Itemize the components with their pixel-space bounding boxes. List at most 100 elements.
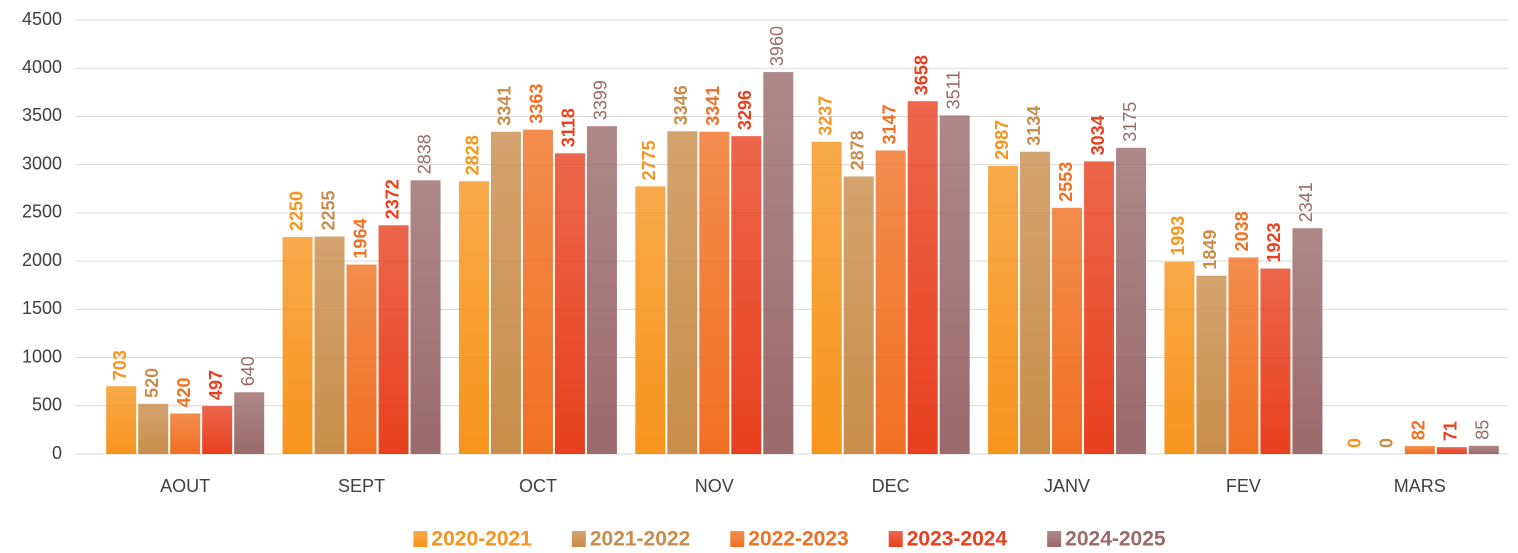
bar — [1292, 228, 1323, 454]
legend-swatch — [730, 531, 745, 547]
y-tick-label: 500 — [32, 395, 62, 415]
data-label: 3341 — [495, 86, 515, 126]
y-tick-label: 2000 — [22, 250, 62, 270]
data-label: 2838 — [414, 134, 434, 174]
data-label: 3134 — [1024, 106, 1044, 146]
y-tick-label: 1500 — [22, 298, 62, 318]
x-tick-label: AOUT — [160, 476, 210, 496]
data-label: 2775 — [639, 140, 659, 180]
data-label: 1964 — [350, 219, 370, 259]
data-label: 3296 — [735, 90, 755, 130]
data-label: 3960 — [767, 26, 787, 66]
legend-label: 2021-2022 — [590, 528, 690, 551]
data-label: 3147 — [879, 104, 899, 144]
bar — [490, 131, 521, 454]
data-label: 3175 — [1120, 102, 1140, 142]
data-label: 3346 — [671, 85, 691, 125]
bar — [1020, 151, 1051, 455]
data-label: 3363 — [527, 84, 547, 124]
data-label: 82 — [1409, 420, 1429, 440]
data-label: 2828 — [463, 135, 483, 175]
legend-swatch — [413, 531, 428, 547]
x-tick-label: MARS — [1394, 476, 1446, 496]
data-label: 1993 — [1168, 216, 1188, 256]
legend-swatch — [1047, 531, 1062, 547]
y-tick-label: 2500 — [22, 202, 62, 222]
bar — [1084, 161, 1115, 454]
legend-swatch — [571, 531, 586, 547]
bar — [106, 386, 137, 454]
bar — [843, 176, 874, 454]
data-label: 497 — [206, 370, 226, 400]
bar — [635, 186, 666, 454]
bar — [1196, 275, 1227, 454]
y-tick-label: 0 — [52, 443, 62, 463]
bar — [699, 131, 730, 454]
bar — [522, 129, 553, 454]
data-label: 0 — [1345, 438, 1365, 448]
bar — [410, 180, 441, 455]
bar — [554, 153, 585, 454]
data-label: 85 — [1473, 420, 1493, 440]
bar — [282, 237, 313, 454]
bar — [202, 406, 233, 454]
x-tick-label: OCT — [519, 476, 557, 496]
y-tick-label: 3000 — [22, 153, 62, 173]
bar — [1052, 207, 1083, 454]
x-tick-label: DEC — [872, 476, 910, 496]
data-label: 2038 — [1232, 211, 1252, 251]
x-tick-label: JANV — [1044, 476, 1090, 496]
bar — [234, 392, 265, 454]
y-tick-label: 4000 — [22, 57, 62, 77]
data-label: 2255 — [318, 190, 338, 230]
data-label: 2878 — [847, 130, 867, 170]
data-label: 420 — [174, 377, 194, 407]
legend-swatch — [888, 531, 903, 547]
data-label: 640 — [238, 356, 258, 386]
bar — [763, 72, 794, 454]
bar — [875, 150, 906, 455]
y-tick-label: 1000 — [22, 346, 62, 366]
data-label: 2341 — [1296, 182, 1316, 222]
x-tick-label: NOV — [695, 476, 734, 496]
bar — [811, 141, 842, 454]
legend-label: 2020-2021 — [431, 528, 532, 551]
data-label: 703 — [110, 350, 130, 380]
data-label: 3118 — [559, 108, 579, 147]
data-label: 3034 — [1088, 115, 1108, 155]
bar — [1404, 446, 1435, 454]
bar — [1116, 147, 1147, 455]
bar — [1228, 257, 1259, 454]
y-tick-label: 3500 — [22, 105, 62, 125]
bar — [586, 126, 617, 454]
bar — [458, 181, 489, 454]
legend-label: 2024-2025 — [1065, 528, 1166, 551]
data-label: 71 — [1441, 421, 1461, 441]
x-tick-label: SEPT — [338, 476, 385, 496]
bar — [314, 236, 345, 454]
bar — [907, 101, 938, 454]
data-label: 3658 — [911, 55, 931, 95]
bar — [170, 413, 201, 454]
legend-label: 2023-2024 — [907, 528, 1008, 551]
data-label: 2250 — [286, 191, 306, 231]
data-label: 3511 — [943, 71, 963, 110]
data-label: 2987 — [992, 120, 1012, 160]
bar — [138, 403, 169, 454]
bar — [1436, 447, 1467, 454]
data-label: 520 — [142, 368, 162, 398]
data-label: 2372 — [382, 179, 402, 219]
data-label: 3399 — [591, 80, 611, 120]
data-label: 2553 — [1056, 162, 1076, 202]
bar — [939, 115, 970, 455]
data-label: 3237 — [815, 96, 835, 136]
bar — [667, 131, 698, 455]
bar — [731, 136, 762, 454]
data-label: 1849 — [1200, 230, 1220, 270]
bar — [1164, 261, 1195, 454]
data-label: 3341 — [703, 86, 723, 126]
legend-label: 2022-2023 — [748, 528, 848, 551]
x-tick-label: FEV — [1226, 476, 1261, 496]
bar — [346, 264, 377, 454]
